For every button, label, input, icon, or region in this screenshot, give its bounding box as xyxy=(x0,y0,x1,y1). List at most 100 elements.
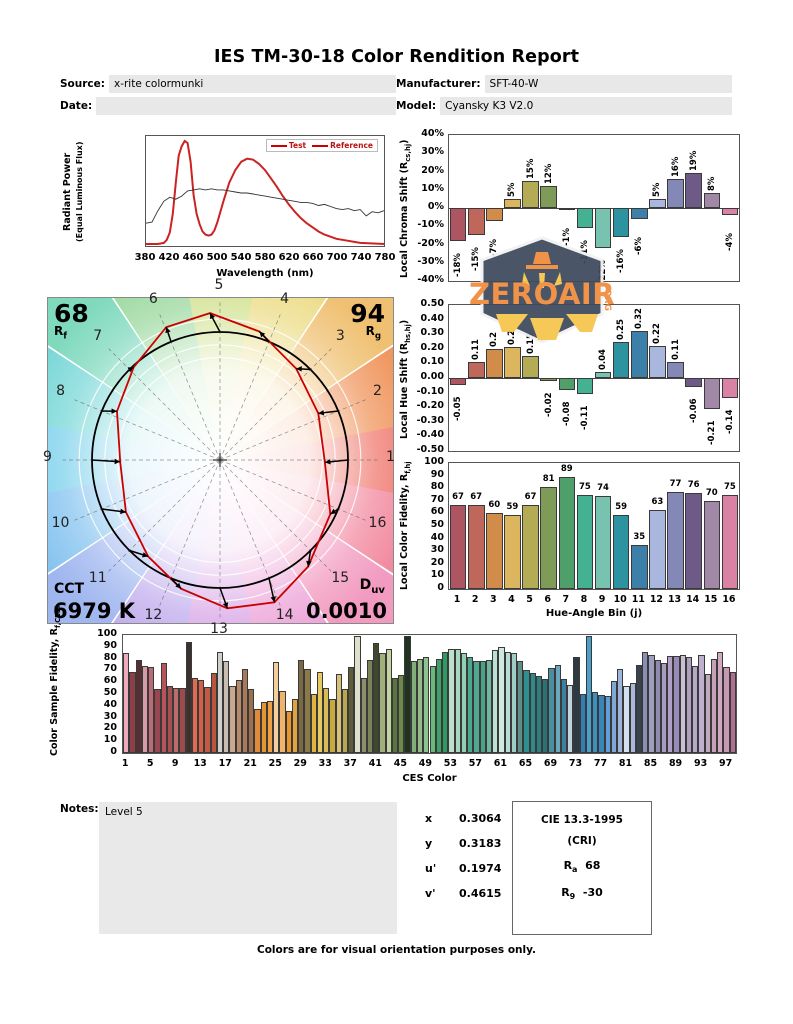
cvg-canvas xyxy=(48,298,393,623)
bar xyxy=(648,655,655,753)
bar xyxy=(179,688,186,753)
bar xyxy=(448,649,455,753)
cri-r9-row: R9 -30 xyxy=(561,886,603,902)
bar-label: 75 xyxy=(579,481,591,492)
notes-box[interactable] xyxy=(99,802,397,934)
bar xyxy=(185,642,192,753)
bar xyxy=(198,679,205,753)
cri-ra-value: 68 xyxy=(585,859,601,872)
date-value[interactable] xyxy=(96,97,396,115)
manufacturer-value[interactable]: SFT-40-W xyxy=(484,75,732,93)
bar xyxy=(522,504,539,589)
spd-curve-test xyxy=(146,139,384,245)
bar-label: 0.22 xyxy=(652,322,663,344)
bar xyxy=(703,193,721,208)
bar-label: -15% xyxy=(471,247,482,272)
bar xyxy=(517,661,524,753)
cvg-spoke xyxy=(219,459,366,521)
bar xyxy=(698,655,705,753)
bar xyxy=(348,666,355,753)
cie-value-uprime: 0.1974 xyxy=(459,862,502,875)
bar xyxy=(692,665,699,753)
bar xyxy=(154,689,161,753)
bar xyxy=(679,655,686,753)
notes-text: Level 5 xyxy=(105,806,143,818)
legend-reference: Reference xyxy=(312,141,373,150)
bar-label: 0.32 xyxy=(634,308,645,330)
cvg-spoke xyxy=(159,459,221,606)
local-color-fidelity-chart: Local Color Fidelity, Rf,hj 67 67 60 59 67 81… xyxy=(398,456,746,630)
bar xyxy=(391,677,399,753)
model-value[interactable]: Cyansky K3 V2.0 xyxy=(440,97,732,115)
color-sample-fidelity-chart: Color Sample Fidelity, Rf,CESi 100 90 80 70… xyxy=(47,606,747,790)
cri-r9-value: -30 xyxy=(582,886,603,900)
bar xyxy=(685,173,702,208)
bar xyxy=(560,678,568,753)
bar-label: -1% xyxy=(561,227,572,246)
bar-label: 67 xyxy=(452,491,464,502)
bar xyxy=(629,683,636,753)
bar-label: -22% xyxy=(598,260,609,282)
bar xyxy=(260,702,267,753)
fidelity-x-axis-label: Hue-Angle Bin (j) xyxy=(545,608,643,619)
bar xyxy=(366,659,374,753)
bar xyxy=(486,348,503,378)
bar-label: -6% xyxy=(634,236,645,255)
cvg-spoke xyxy=(219,459,332,572)
bar xyxy=(379,652,386,753)
spd-x-axis-label: Wavelength (nm) xyxy=(216,268,314,279)
cri-title: CIE 13.3-1995 xyxy=(541,814,623,826)
bar xyxy=(729,671,736,753)
bar xyxy=(298,659,305,753)
cvg-bin-label-2: 2 xyxy=(372,383,382,400)
cie-row-x: x 0.3064 xyxy=(425,812,501,825)
bar xyxy=(123,652,130,753)
bar xyxy=(223,661,230,753)
bar xyxy=(410,661,417,753)
bar xyxy=(498,646,505,753)
bar xyxy=(135,659,142,753)
bar xyxy=(504,347,521,378)
cri-box: CIE 13.3-1995 (CRI) Ra 68 R9 -30 xyxy=(512,801,652,935)
bar-label: -18% xyxy=(453,252,464,277)
bar-label: -11% xyxy=(579,240,590,265)
bar-label: -7% xyxy=(489,238,500,257)
cvg-bin-label-1: 1 xyxy=(386,449,395,465)
bar xyxy=(540,378,557,381)
bar xyxy=(341,689,349,753)
duv-label: Duv xyxy=(359,577,385,596)
cvg-bin-label-6: 6 xyxy=(148,290,158,307)
bar xyxy=(717,651,724,753)
cvg-bin-label-10: 10 xyxy=(51,514,70,531)
bar xyxy=(160,663,167,753)
cie-row-vprime: v' 0.4615 xyxy=(425,887,501,900)
bar xyxy=(604,696,611,753)
bar xyxy=(373,643,380,753)
cvg-bin-label-11: 11 xyxy=(88,570,107,587)
bar xyxy=(592,691,599,753)
bar xyxy=(316,671,324,753)
date-label: Date: xyxy=(60,100,93,112)
cvg-bin-label-14: 14 xyxy=(275,607,294,624)
bar xyxy=(467,208,485,236)
bar xyxy=(398,675,405,753)
bar xyxy=(667,178,684,208)
bar xyxy=(266,701,274,753)
source-value[interactable]: x-rite colormunki xyxy=(108,75,396,93)
rg-label: Rg xyxy=(365,324,381,342)
bar-label: 0.04 xyxy=(598,349,609,371)
bar-label: 74 xyxy=(597,482,609,493)
cri-subtitle: (CRI) xyxy=(567,835,597,847)
bar xyxy=(631,544,648,589)
bar xyxy=(685,657,693,753)
header-row: Date: Model: Cyansky K3 V2.0 xyxy=(60,97,732,115)
bar-label: 77 xyxy=(669,478,682,489)
bar-label: 0.11 xyxy=(670,338,681,360)
bar xyxy=(166,685,174,753)
bar xyxy=(467,504,485,589)
bar xyxy=(685,493,702,589)
bar-label: 76 xyxy=(687,480,700,491)
bar xyxy=(721,494,739,589)
